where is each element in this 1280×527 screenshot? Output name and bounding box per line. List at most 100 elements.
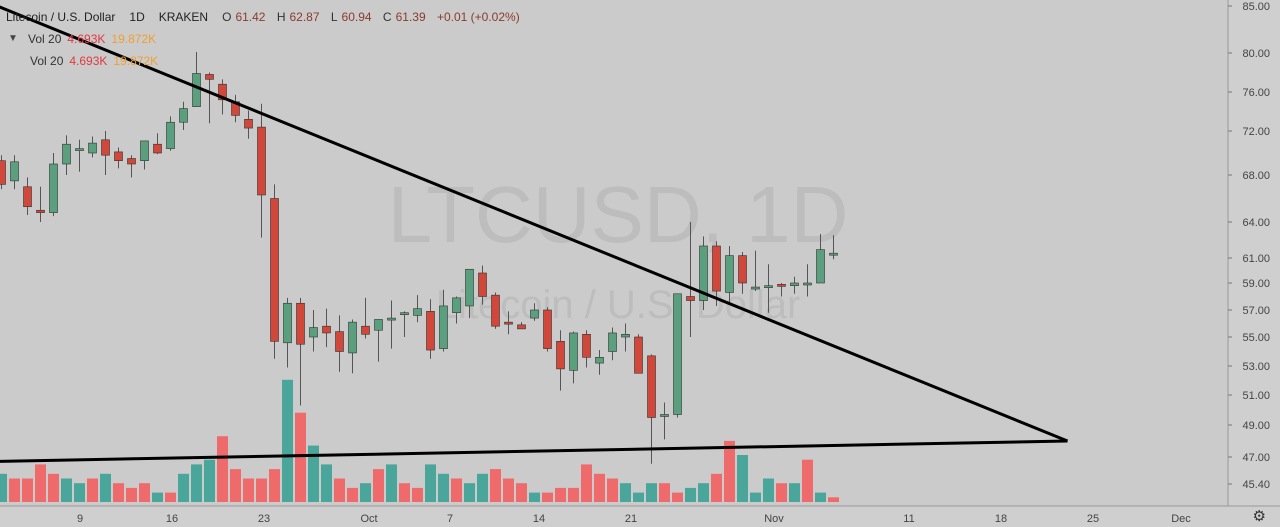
candle	[595, 350, 604, 375]
volume-bar	[698, 483, 709, 502]
candle	[803, 264, 812, 297]
volume-bar	[87, 478, 98, 502]
legend-volume-row-2[interactable]: Vol 20 4.693K 19.872K	[6, 50, 524, 72]
volume-bar	[334, 478, 345, 502]
resolution[interactable]: 1D	[129, 10, 145, 24]
volume-bar	[217, 436, 228, 502]
volume-bar	[737, 455, 748, 502]
volume-bar	[360, 483, 371, 502]
candle	[699, 236, 708, 310]
support-trendline[interactable]	[0, 439, 1068, 463]
volume-bar	[802, 459, 813, 502]
candle	[517, 322, 526, 330]
x-axis[interactable]: 9 16 23 Oct 7 14 21 Nov 11 18 25 Dec	[0, 505, 1280, 527]
volume-bar	[412, 487, 423, 502]
candle	[49, 153, 58, 217]
candle	[738, 252, 747, 294]
y-tick-label: 72.00	[1242, 126, 1270, 138]
volume-bar	[178, 473, 189, 502]
candle	[62, 135, 71, 175]
volume-bar	[828, 497, 839, 502]
volume-bar	[165, 492, 176, 502]
ohlc-high: H 62.87	[276, 10, 320, 24]
candle	[725, 246, 734, 305]
x-tick-label: 9	[77, 513, 83, 525]
candle	[621, 323, 630, 352]
candle	[114, 147, 123, 169]
candle	[0, 155, 6, 190]
volume-bar	[568, 487, 579, 502]
volume-bar	[100, 473, 111, 502]
candle	[257, 103, 266, 238]
volume-bar	[295, 412, 306, 502]
candle	[660, 402, 669, 440]
legend-volume-row-1[interactable]: ▼ Vol 20 4.693K 19.872K	[6, 28, 524, 50]
candle	[10, 155, 19, 190]
watermark-name: Litecoin / U.S. Dollar	[436, 283, 801, 327]
volume-bar	[594, 473, 605, 502]
x-tick-label: 11	[903, 513, 914, 525]
gear-icon[interactable]: ⚙	[1252, 508, 1266, 525]
y-tick-label: 57.00	[1242, 305, 1270, 317]
y-axis[interactable]: 85.00 80.00 76.00 72.00 68.00 64.00 61.00 59.00…	[1227, 0, 1280, 527]
descending-trendline[interactable]	[0, 0, 1069, 443]
volume-bar	[425, 464, 436, 502]
x-tick-label: 21	[625, 513, 637, 525]
volume-bar	[35, 464, 46, 502]
volume-bar	[282, 379, 293, 502]
symbol-title[interactable]: Litecoin / U.S. Dollar	[6, 10, 116, 24]
volume-bar	[607, 478, 618, 502]
volume-bar	[451, 478, 462, 502]
x-tick-label: 18	[995, 513, 1007, 525]
candle	[556, 330, 565, 391]
volume-bar	[347, 487, 358, 502]
candle	[790, 276, 799, 294]
legend-symbol-row: Litecoin / U.S. Dollar 1D KRAKEN O 61.42 …	[6, 6, 524, 28]
volume-bar	[711, 473, 722, 502]
trendlines[interactable]	[0, 0, 1069, 463]
volume-bar	[529, 492, 540, 502]
candle	[608, 327, 617, 361]
volume-indicator-name: Vol 20	[30, 54, 64, 68]
candle	[23, 177, 32, 215]
price-change: +0.01 (+0.02%)	[436, 10, 520, 24]
volume-bar	[321, 464, 332, 502]
chevron-down-icon[interactable]: ▼	[8, 33, 18, 44]
candle	[439, 289, 448, 352]
ohlc-values: O 61.42 H 62.87 L 60.94 C 61.39 +0.01 (+0.02…	[222, 8, 524, 26]
candle	[634, 334, 643, 374]
candle	[270, 184, 279, 359]
volume-bar	[815, 492, 826, 502]
volume-bar	[646, 483, 657, 502]
candle	[140, 140, 149, 170]
x-tick-label: Nov	[764, 513, 784, 525]
candle	[309, 310, 318, 352]
legend: Litecoin / U.S. Dollar 1D KRAKEN O 61.42 …	[6, 6, 524, 72]
y-tick-label: 49.00	[1242, 420, 1270, 432]
y-tick-label: 61.00	[1242, 253, 1270, 265]
candle	[426, 299, 435, 359]
y-tick-label: 47.00	[1242, 452, 1270, 464]
candle	[296, 297, 305, 406]
candle	[413, 295, 422, 323]
candle	[647, 354, 656, 464]
y-tick-label: 68.00	[1242, 170, 1270, 182]
y-tick-label: 85.00	[1242, 1, 1270, 13]
volume-ma-value: 19.872K	[113, 54, 159, 68]
volume-bar	[633, 492, 644, 502]
x-tick-label: 7	[447, 513, 453, 525]
candle	[582, 330, 591, 368]
candles	[0, 52, 838, 464]
candle	[543, 307, 552, 352]
volume-bar	[269, 469, 280, 502]
candle	[166, 116, 175, 151]
volume-indicator-name: Vol 20	[28, 32, 62, 46]
ohlc-low: L 60.94	[330, 10, 372, 24]
candle	[374, 319, 383, 362]
volume-bar	[48, 473, 59, 502]
y-tick-label: 53.00	[1242, 361, 1270, 373]
volume-bar	[542, 492, 553, 502]
x-tick-label: Oct	[360, 513, 377, 525]
candle	[101, 131, 110, 175]
